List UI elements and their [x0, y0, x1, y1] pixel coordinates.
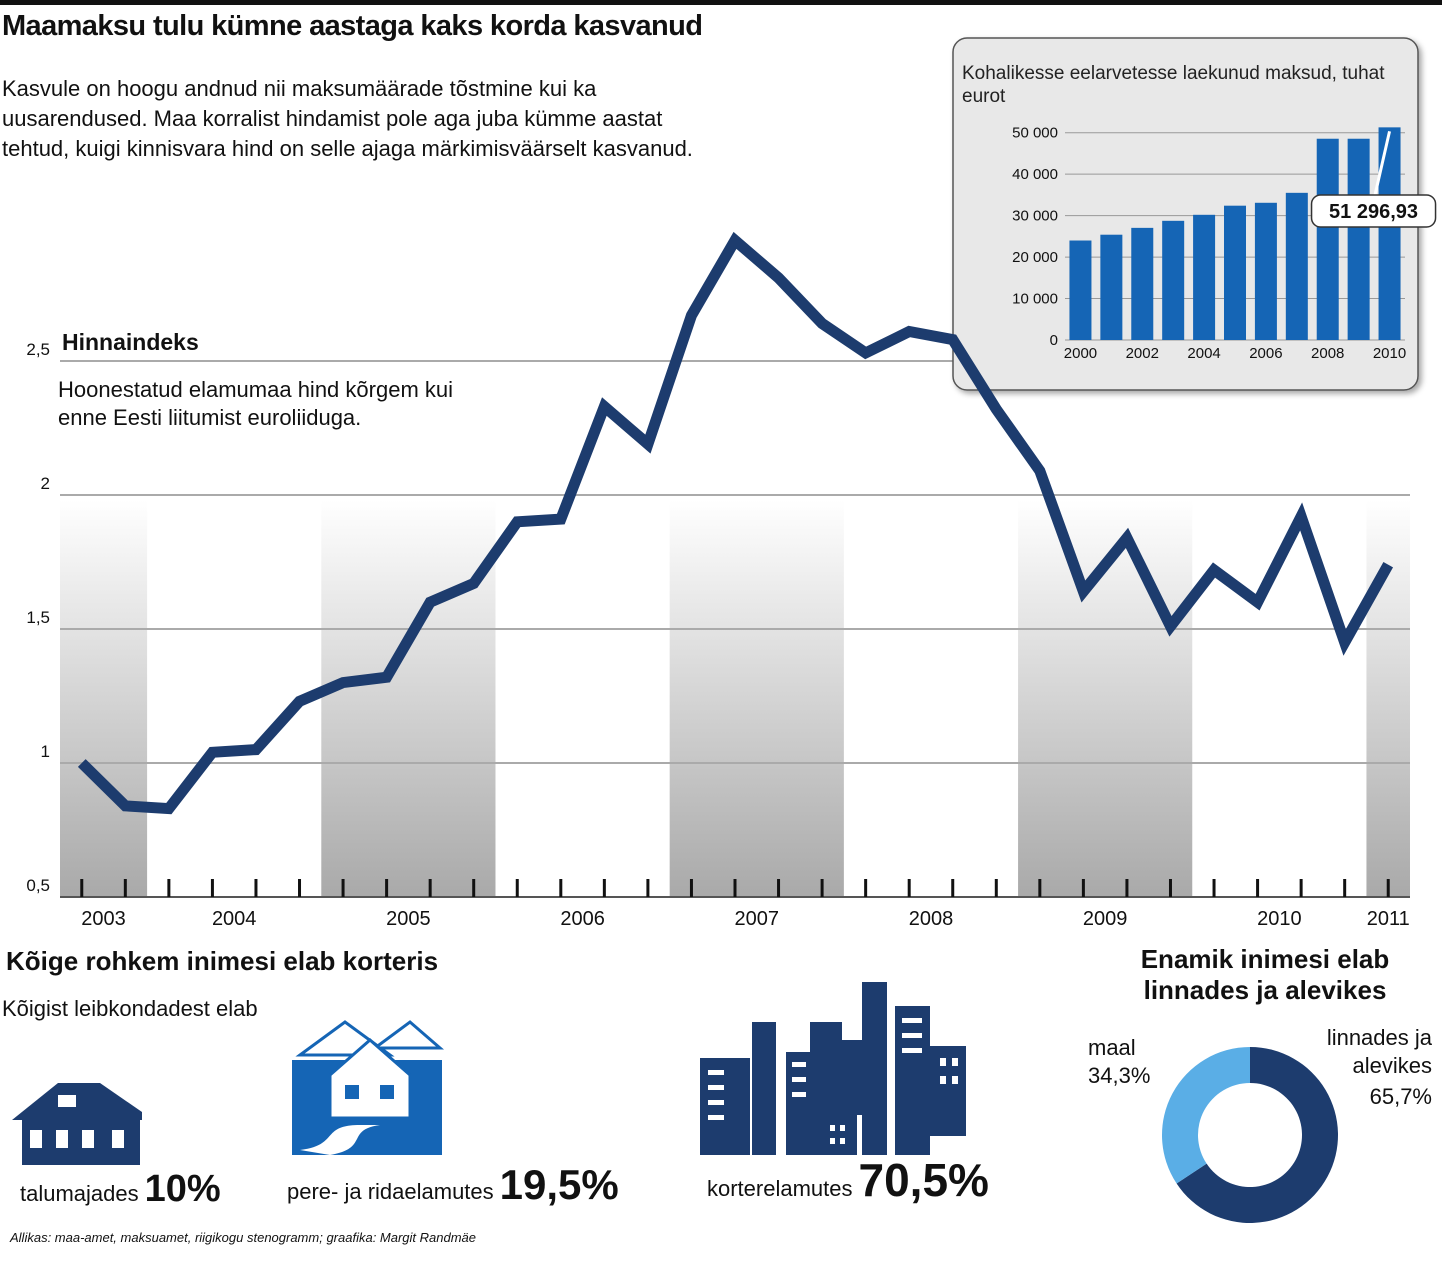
year-band — [321, 500, 496, 897]
year-band — [60, 500, 148, 897]
y-tick-label: 50 000 — [1012, 125, 1058, 142]
category-label: korterelamutes — [707, 1176, 853, 1201]
annotation: Hoonestatud elamumaa hind kõrgem kui enn… — [58, 377, 454, 430]
year-band — [669, 500, 844, 897]
pie-segment — [1162, 1047, 1250, 1184]
bar — [1224, 205, 1246, 340]
x-tick-label: 2010 — [1373, 345, 1406, 362]
y-tick-label: 2,5 — [26, 340, 50, 359]
pictogram-chart: Kõige rohkem inimesi elab korteris Kõigis… — [2, 946, 989, 1210]
icon-window — [30, 1130, 42, 1148]
icon-building — [700, 1058, 750, 1155]
pie-segment — [1176, 1047, 1339, 1223]
x-tick-label: 2006 — [560, 908, 605, 930]
value-label: 19,5% — [500, 1161, 619, 1208]
top-rule — [0, 0, 1442, 5]
pie-value-label: 34,3% — [1088, 1063, 1151, 1088]
icon-roof — [12, 1083, 142, 1120]
x-tick-label: 2004 — [212, 908, 257, 930]
y-tick-label: 0,5 — [26, 876, 50, 895]
callout-box — [1310, 194, 1437, 228]
y-tick-label: 40 000 — [1012, 166, 1058, 183]
buildings-icon — [700, 982, 966, 1155]
y-tick-label: 1 — [41, 742, 50, 761]
price-index-line — [77, 231, 1394, 815]
value-label: 51 296,93 — [1329, 201, 1418, 223]
x-tick-label: 2005 — [386, 908, 431, 930]
line-chart-line — [77, 231, 1394, 815]
icon-building — [825, 1115, 857, 1155]
icon-road — [300, 1125, 380, 1155]
intro: Kasvule on hoogu andnud nii maksumäärade… — [2, 76, 693, 161]
x-tick-label: 2009 — [1083, 908, 1128, 930]
icon-building — [752, 1022, 776, 1155]
year-band — [1366, 500, 1410, 897]
pictogram-subtitle: Kõigist leibkondadest elab — [2, 996, 258, 1021]
x-tick-label: 2004 — [1187, 345, 1220, 362]
icon-window — [380, 1085, 394, 1099]
x-tick-label: 2000 — [1064, 345, 1097, 362]
pie-category-label: linnades ja alevikes — [1326, 1025, 1432, 1078]
icon-building — [930, 1046, 966, 1136]
farmhouse-icon — [12, 1083, 142, 1165]
callout-line — [1373, 131, 1392, 198]
line-chart-title: Hinnaindeks — [62, 329, 199, 355]
icon-house — [370, 1020, 445, 1050]
inset-title: Kohalikesse eelarvetesse laekunud maksud… — [962, 63, 1385, 107]
y-tick-label: 30 000 — [1012, 208, 1058, 225]
category-label: pere- ja ridaelamutes — [287, 1179, 494, 1204]
bar — [1193, 214, 1216, 340]
bar — [1316, 138, 1339, 340]
icon-window — [56, 1130, 68, 1148]
bar — [1254, 202, 1277, 340]
y-tick-label: 1,5 — [26, 608, 50, 627]
bar — [1162, 220, 1185, 340]
x-tick-label: 2008 — [909, 908, 954, 930]
page-title: Maamaksu tulu kümne aastaga kaks korda k… — [2, 10, 703, 42]
x-tick-label: 2007 — [735, 908, 780, 930]
icon-building — [895, 1006, 930, 1155]
x-tick-label: 2006 — [1249, 345, 1282, 362]
icon-window — [345, 1085, 359, 1099]
y-tick-label: 0 — [1050, 332, 1058, 349]
bar — [1285, 192, 1308, 340]
bar — [1378, 127, 1401, 340]
source: Allikas: maa-amet, maksuamet, riigikogu … — [9, 1230, 476, 1245]
icon-window — [112, 1130, 124, 1148]
y-tick-label: 10 000 — [1012, 291, 1058, 308]
x-tick-label: 2002 — [1126, 345, 1159, 362]
bar — [1347, 138, 1370, 340]
x-tick-label: 2011 — [1367, 908, 1410, 930]
icon-window — [82, 1130, 94, 1148]
category-label: talumajades — [20, 1181, 139, 1206]
inset-bar-chart: 0 10 000 20 000 30 000 40 000 50 000 2000 2002 2… — [952, 37, 1437, 391]
x-tick-label: 2010 — [1257, 908, 1302, 930]
value-label: 70,5% — [859, 1154, 989, 1206]
pie-value-label: 65,7% — [1369, 1084, 1432, 1109]
pie-category-label: maal — [1088, 1035, 1136, 1060]
donut-chart — [1162, 1047, 1339, 1223]
bar — [1069, 240, 1092, 340]
pie-title: Enamik inimesi elab linnades ja alevikes — [1140, 944, 1390, 1005]
houses-icon — [292, 1020, 445, 1155]
icon-windows — [708, 1018, 958, 1144]
value-label: 10% — [145, 1168, 221, 1210]
x-tick-label: 2003 — [81, 908, 126, 930]
bar — [1131, 227, 1154, 340]
icon-window — [58, 1095, 76, 1107]
pictogram-title: Kõige rohkem inimesi elab korteris — [6, 946, 438, 976]
x-tick-label: 2008 — [1311, 345, 1344, 362]
y-tick-label: 20 000 — [1012, 249, 1058, 266]
icon-building — [862, 982, 887, 1155]
y-tick-label: 2 — [41, 474, 50, 493]
bar — [1100, 234, 1123, 340]
